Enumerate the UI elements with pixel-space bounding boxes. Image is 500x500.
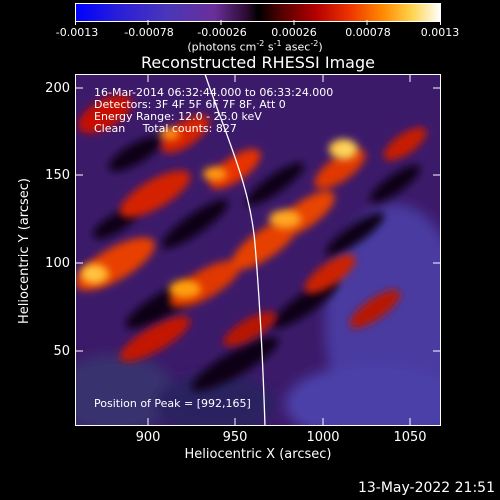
y-tick-label: 150 [45,168,70,183]
colorbar-ticks [75,20,441,25]
footer-date: 13-May-2022 21:51 [357,480,495,496]
colorbar-tick-label: -0.00078 [124,26,174,39]
y-tick-label: 200 [45,81,70,96]
colorbar [75,3,441,22]
solar-limb-line [204,74,266,426]
colorbar-tick-label: -0.0013 [55,26,99,39]
plot-title: Reconstructed RHESSI Image [141,53,375,72]
y-tick-label: 100 [45,256,70,271]
x-axis-label: Heliocentric X (arcsec) [184,447,332,462]
y-tick-label: 50 [53,344,70,359]
x-tick-label: 900 [135,430,161,445]
colorbar-tick-label: 0.00026 [271,26,317,39]
detectors-text: Detectors: 3F 4F 5F 6F 7F 8F, Att 0 [94,98,286,111]
rhessi-image [75,74,441,426]
x-tick-label: 950 [222,430,248,445]
clean-counts-text: Clean Total counts: 827 [94,122,237,135]
time-range-text: 16-Mar-2014 06:32:44.000 to 06:33:24.000 [94,86,334,99]
colorbar-tick-label: -0.00026 [197,26,247,39]
colorbar-tick-label: 0.0013 [420,26,460,39]
energy-range-text: Energy Range: 12.0 - 25.0 keV [94,110,262,123]
x-tick-label: 1000 [306,430,340,445]
x-tick-label: 1050 [393,430,427,445]
peak-position-text: Position of Peak = [992,165] [94,397,251,410]
colorbar-unit-label: (photons cm-2 s-1 asec-2) [187,39,323,54]
y-axis-label: Heliocentric Y (arcsec) [17,178,32,324]
colorbar-tick-label: 0.00078 [345,26,391,39]
